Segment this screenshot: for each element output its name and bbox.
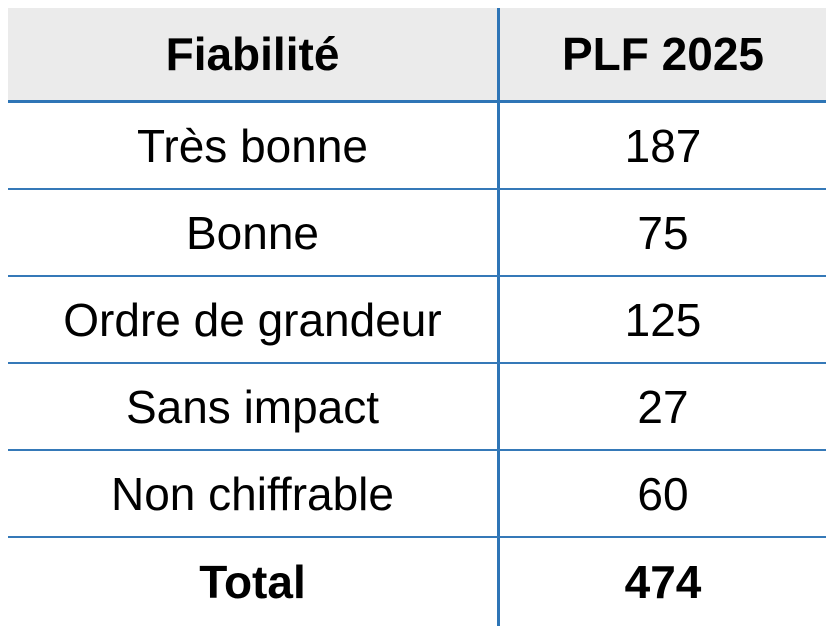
table-row-total: Total 474 xyxy=(8,536,826,626)
table-row-non-chiffrable: Non chiffrable 60 xyxy=(8,449,826,536)
row-label: Sans impact xyxy=(8,364,500,449)
table-row-ordre-de-grandeur: Ordre de grandeur 125 xyxy=(8,275,826,362)
row-value: 27 xyxy=(637,380,689,433)
total-label: Total xyxy=(8,538,500,626)
row-value: 125 xyxy=(624,293,702,346)
row-value: 75 xyxy=(637,206,689,259)
table-row-bonne: Bonne 75 xyxy=(8,188,826,275)
total-value: 474 xyxy=(624,556,702,608)
fiabilite-table: Fiabilité PLF 2025 Très bonne 187 Bonne … xyxy=(8,8,826,626)
row-label: Très bonne xyxy=(8,103,500,188)
row-label: Bonne xyxy=(8,190,500,275)
header-cell-fiabilite: Fiabilité xyxy=(8,8,500,100)
table-row-sans-impact: Sans impact 27 xyxy=(8,362,826,449)
row-value: 187 xyxy=(624,119,702,172)
row-label: Non chiffrable xyxy=(8,451,500,536)
header-cell-plf-2025: PLF 2025 xyxy=(562,28,764,80)
row-label: Ordre de grandeur xyxy=(8,277,500,362)
table-header-row: Fiabilité PLF 2025 xyxy=(8,8,826,103)
table-row-tres-bonne: Très bonne 187 xyxy=(8,103,826,188)
row-value: 60 xyxy=(637,467,689,520)
